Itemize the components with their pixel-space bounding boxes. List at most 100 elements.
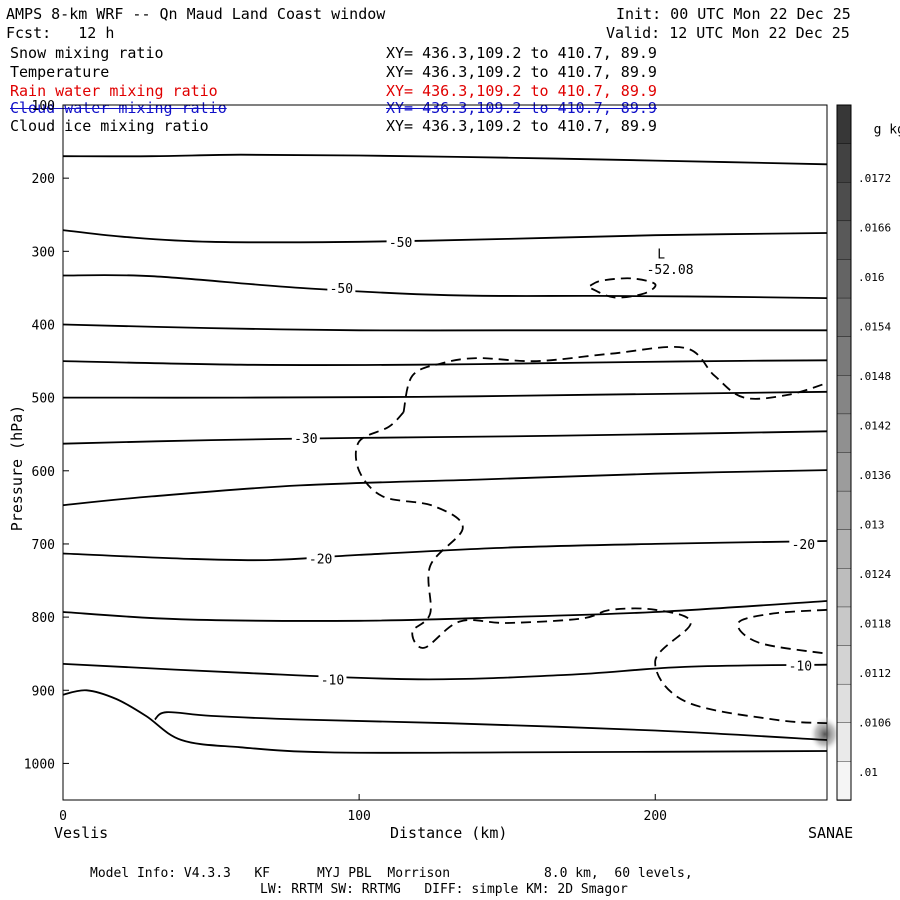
left-endpoint-label: Veslis — [54, 824, 109, 842]
solid-isotherm — [62, 274, 828, 299]
colorbar-bin — [836, 761, 852, 801]
field-name-snow: Snow mixing ratio — [10, 44, 164, 62]
colorbar-tick-label: .01 — [858, 766, 878, 779]
contour-label: -10 — [789, 659, 812, 674]
contour-label-bg — [789, 535, 818, 551]
colorbar-bin — [836, 220, 852, 261]
solid-isotherm — [62, 469, 828, 507]
low-center-label: L — [657, 248, 665, 263]
colorbar-bin — [836, 683, 852, 724]
colorbar-bin — [836, 722, 852, 763]
solid-isotherm — [62, 600, 828, 622]
contour-label-bg — [386, 233, 415, 249]
colorbar-bin — [836, 568, 852, 608]
dashed-isotherm — [589, 277, 657, 299]
contour-label: -20 — [792, 538, 815, 553]
colorbar-bin — [836, 375, 852, 415]
field-xy-cloud-ice: XY= 436.3,109.2 to 410.7, 89.9 — [386, 117, 657, 135]
x-axis-title: Distance (km) — [390, 824, 508, 842]
y-tick-label: 700 — [32, 538, 55, 553]
colorbar-bin — [836, 182, 852, 222]
x-tick-label: 0 — [59, 809, 67, 824]
field-xy-rain: XY= 436.3,109.2 to 410.7, 89.9 — [386, 82, 657, 100]
colorbar-bin — [836, 529, 852, 570]
colorbar-tick-label: .0172 — [858, 172, 891, 185]
solid-isotherm — [62, 663, 828, 681]
field-name-rain: Rain water mixing ratio — [10, 82, 218, 100]
colorbar-tick-label: .0112 — [858, 667, 891, 680]
field-xy-snow: XY= 436.3,109.2 to 410.7, 89.9 — [386, 44, 657, 62]
solid-isotherm — [62, 390, 828, 399]
field-name-cloud-ice: Cloud ice mixing ratio — [10, 117, 209, 135]
y-axis-title: Pressure (hPa) — [8, 404, 27, 532]
y-tick-label: 500 — [32, 392, 55, 407]
colorbar-tick-label: .0148 — [858, 370, 891, 383]
contour-label: -30 — [294, 432, 317, 447]
colorbar-bin — [836, 490, 852, 531]
dashed-isotherm — [736, 608, 828, 655]
colorbar-bin — [836, 645, 852, 685]
y-tick-label: 900 — [32, 684, 55, 699]
y-tick-label: 800 — [32, 611, 55, 626]
colorbar-bin — [836, 336, 852, 376]
solid-isotherm — [62, 359, 828, 366]
contour-label: -50 — [330, 282, 353, 297]
field-name-cloud-water: Cloud water mixing ratio — [10, 99, 227, 117]
y-tick-label: 200 — [32, 172, 55, 187]
solid-isotherm — [62, 430, 828, 445]
colorbar-tick-label: .013 — [858, 519, 885, 532]
colorbar-bin — [836, 297, 852, 338]
init-time: Init: 00 UTC Mon 22 Dec 25 — [616, 5, 851, 23]
contour-label-bg — [318, 671, 347, 687]
y-tick-label: 100 — [32, 99, 55, 114]
colorbar-tick-label: .0118 — [858, 618, 891, 631]
low-center-value: -52.08 — [647, 263, 694, 278]
dashed-isotherm — [402, 345, 828, 413]
plot-border — [62, 104, 828, 801]
solid-isotherm — [62, 229, 828, 244]
colorbar-tick-label: .0154 — [858, 321, 891, 334]
solid-isotherm — [154, 711, 828, 741]
colorbar-unit: g kg-1 — [858, 102, 900, 138]
y-tick-label: 300 — [32, 245, 55, 260]
colorbar-bin — [836, 413, 852, 454]
solid-isotherm — [62, 689, 828, 754]
field-xy-cloud-water: XY= 436.3,109.2 to 410.7, 89.9 — [386, 99, 657, 117]
snow-mixing-ratio-shading — [809, 716, 841, 753]
right-endpoint-label: SANAE — [808, 824, 854, 842]
x-tick-label: 200 — [644, 809, 667, 824]
x-tick-label: 100 — [347, 809, 370, 824]
y-tick-label: 400 — [32, 318, 55, 333]
model-info-line2: LW: RRTM SW: RRTMG DIFF: simple KM: 2D S… — [260, 882, 628, 897]
solid-isotherm — [62, 323, 827, 332]
contour-label-bg — [327, 279, 356, 295]
colorbar-bin — [836, 606, 852, 647]
colorbar-tick-label: .0166 — [858, 222, 891, 235]
contour-label-bg — [306, 550, 335, 566]
field-name-temperature: Temperature — [10, 63, 110, 81]
colorbar-tick-label: .0136 — [858, 469, 891, 482]
colorbar-border — [836, 104, 852, 801]
contour-label: -50 — [389, 236, 412, 251]
solid-isotherm — [62, 153, 828, 166]
colorbar-tick-label: .0124 — [858, 568, 891, 581]
contour-label: -10 — [321, 673, 344, 688]
colorbar-tick-label: .016 — [858, 271, 885, 284]
y-tick-label: 600 — [32, 465, 55, 480]
contour-label: -20 — [309, 553, 332, 568]
colorbar-bin — [836, 143, 852, 183]
dashed-isotherm — [354, 411, 828, 725]
y-tick-label: 1000 — [24, 757, 55, 772]
field-xy-temperature: XY= 436.3,109.2 to 410.7, 89.9 — [386, 63, 657, 81]
colorbar-tick-label: .0106 — [858, 717, 891, 730]
colorbar-unit-text: g kg — [873, 122, 900, 138]
model-info-line1: Model Info: V4.3.3 KF MYJ PBL Morrison 8… — [90, 866, 693, 881]
chart-title: AMPS 8-km WRF -- Qn Maud Land Coast wind… — [6, 5, 386, 23]
contour-label-bg — [786, 657, 815, 673]
colorbar-bin — [836, 104, 852, 145]
contour-label-bg — [291, 429, 320, 445]
colorbar-bin — [836, 452, 852, 492]
solid-isotherm — [62, 540, 828, 562]
forecast-hour: Fcst: 12 h — [6, 24, 115, 42]
